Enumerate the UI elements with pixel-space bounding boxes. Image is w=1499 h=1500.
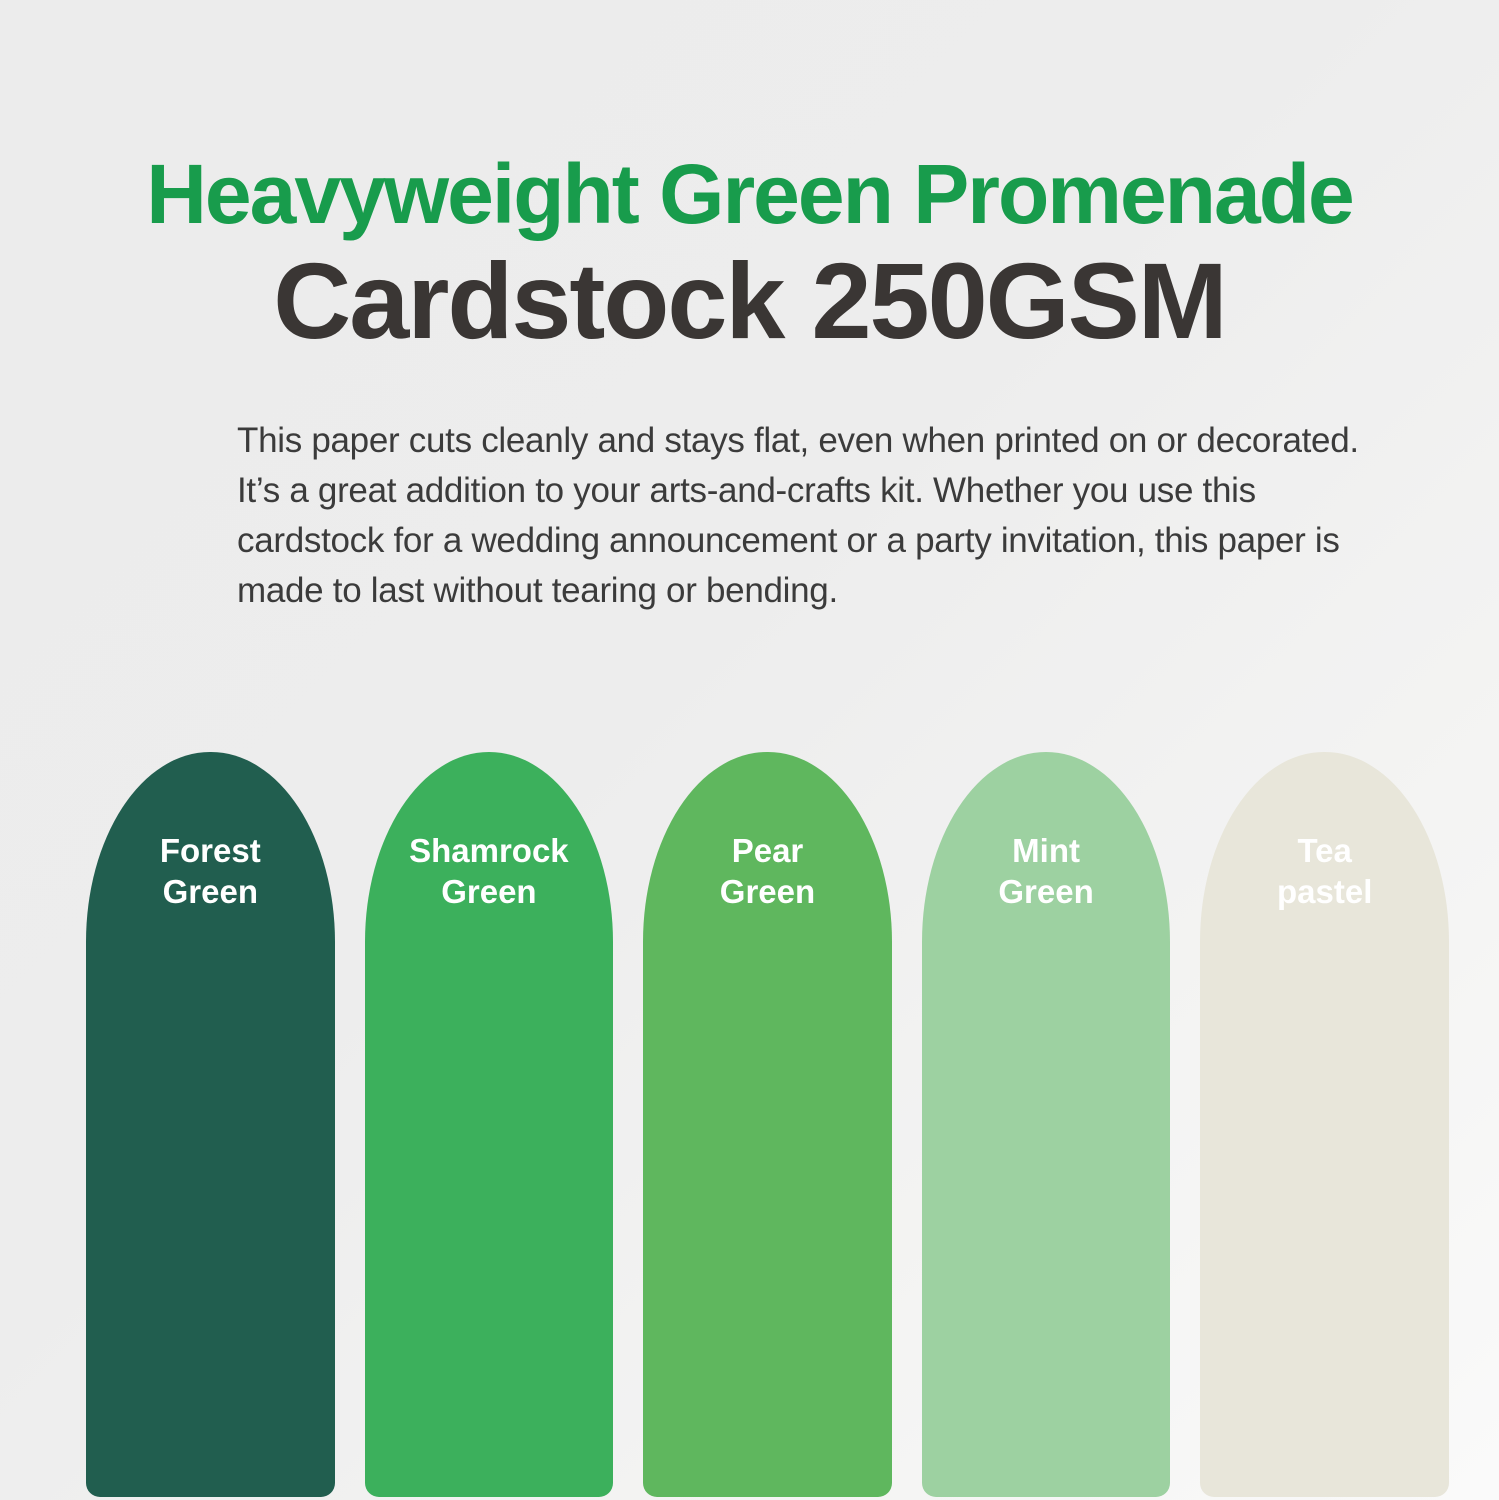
header: Heavyweight Green Promenade Cardstock 25…: [0, 0, 1499, 358]
swatch-mint-green: Mint Green: [921, 752, 1171, 1497]
product-title-line2: Cardstock 250GSM: [273, 240, 1227, 362]
swatch-label-line1: Pear: [731, 832, 804, 869]
swatch-label-line1: Mint: [1012, 832, 1080, 869]
swatch-label-line1: Tea: [1297, 832, 1352, 869]
swatch-pear-green: Pear Green: [643, 752, 892, 1497]
description-line-1: This paper cuts cleanly and stays flat, …: [237, 420, 1359, 460]
product-title-line1: Heavyweight Green Promenade: [146, 147, 1354, 241]
swatch-label-line1: Forest: [159, 832, 261, 869]
swatch-label: Tea pastel: [1200, 752, 1449, 912]
swatch-label-line1: Shamrock: [409, 832, 569, 869]
swatch-label-line2: Green: [162, 873, 258, 910]
description-paragraph: This paper cuts cleanly and stays flat, …: [237, 416, 1457, 616]
swatch-label: Shamrock Green: [365, 752, 614, 912]
swatch-label-line2: pastel: [1276, 873, 1373, 910]
description-line-4: made to last without tearing or bending.: [237, 570, 838, 610]
color-swatch-row: Forest Green Shamrock Green Pear Green M…: [86, 752, 1449, 1497]
swatch-label: Forest Green: [86, 752, 335, 912]
swatch-label-line2: Green: [719, 873, 816, 910]
description-line-3: cardstock for a wedding announcement or …: [237, 520, 1340, 560]
swatch-tea-pastel: Tea pastel: [1200, 752, 1449, 1497]
swatch-label-line2: Green: [441, 873, 537, 910]
description-line-2: It’s a great addition to your arts-and-c…: [237, 470, 1256, 510]
swatch-shamrock-green: Shamrock Green: [364, 752, 614, 1497]
swatch-label: Mint Green: [922, 752, 1171, 912]
swatch-label-line2: Green: [998, 873, 1094, 910]
swatch-label: Pear Green: [643, 752, 892, 912]
swatch-forest-green: Forest Green: [86, 752, 335, 1497]
